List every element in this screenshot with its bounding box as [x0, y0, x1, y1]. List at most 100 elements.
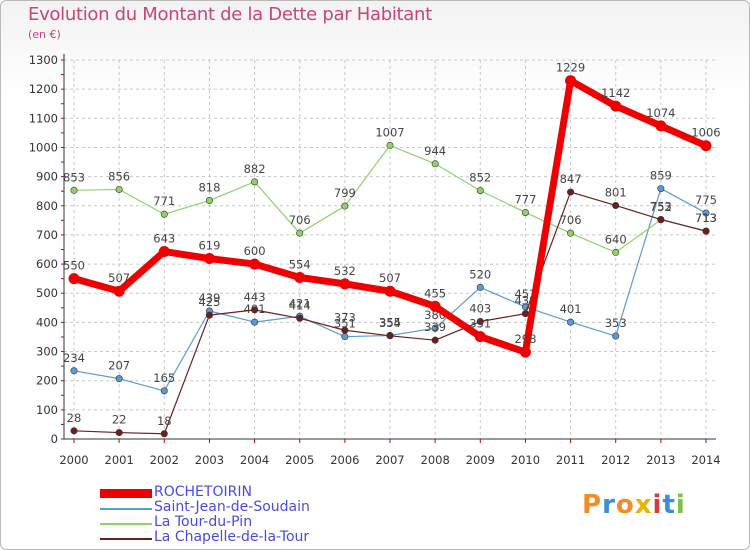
proxiti-logo: Proxiti — [582, 490, 686, 520]
data-label: 354 — [379, 316, 401, 330]
data-label: 165 — [153, 371, 175, 385]
legend-label: La Tour-du-Pin — [154, 514, 253, 530]
y-tick-label: 200 — [36, 374, 58, 388]
data-label: 713 — [695, 211, 717, 225]
data-label: 507 — [379, 271, 401, 285]
data-label: 771 — [153, 194, 175, 208]
logo-letter: t — [662, 490, 676, 520]
data-label: 403 — [469, 302, 491, 316]
chart-legend: ROCHETOIRIN Saint-Jean-de-Soudain La Tou… — [100, 484, 360, 547]
data-point — [205, 311, 213, 319]
data-label: 298 — [514, 332, 536, 346]
data-point — [521, 310, 529, 318]
data-label: 799 — [334, 186, 356, 200]
legend-label: ROCHETOIRIN — [154, 484, 252, 500]
y-tick-label: 1300 — [29, 53, 58, 67]
logo-letter: x — [634, 490, 653, 520]
data-label: 643 — [153, 232, 175, 246]
data-point — [160, 387, 168, 395]
data-label: 532 — [334, 264, 356, 278]
data-point — [160, 430, 168, 438]
y-tick-label: 100 — [36, 403, 58, 417]
data-label: 18 — [157, 414, 172, 428]
data-point — [431, 160, 439, 168]
data-label: 443 — [244, 290, 266, 304]
data-label: 353 — [605, 316, 627, 330]
data-label: 351 — [334, 317, 356, 331]
logo-letter: o — [615, 490, 635, 520]
data-label: 752 — [650, 200, 672, 214]
data-point — [700, 140, 712, 152]
data-label: 847 — [560, 172, 582, 186]
data-label: 507 — [108, 271, 130, 285]
legend-item[interactable]: La Chapelle-de-la-Tour — [100, 529, 360, 547]
data-point — [610, 100, 622, 112]
data-label: 373 — [334, 310, 356, 324]
data-label: 619 — [198, 239, 220, 253]
chart-title: Evolution du Montant de la Dette par Hab… — [28, 4, 432, 25]
data-point — [519, 346, 531, 358]
y-tick-label: 800 — [36, 199, 58, 213]
data-label: 944 — [424, 144, 446, 158]
data-point — [251, 318, 259, 326]
legend-item[interactable]: ROCHETOIRIN — [100, 484, 360, 502]
legend-item[interactable]: La Tour-du-Pin — [100, 514, 360, 532]
data-point — [205, 197, 213, 205]
data-label: 818 — [198, 181, 220, 195]
y-tick-label: 900 — [36, 170, 58, 184]
data-label: 859 — [650, 169, 672, 183]
x-tick-label: 2014 — [691, 453, 720, 467]
data-label: 421 — [289, 296, 311, 310]
data-label: 775 — [695, 193, 717, 207]
data-point — [565, 75, 577, 87]
data-label: 355 — [379, 316, 401, 330]
data-label: 1074 — [646, 106, 675, 120]
data-label: 1142 — [601, 86, 630, 100]
data-point — [657, 185, 665, 193]
data-label: 439 — [198, 291, 220, 305]
x-tick-label: 2011 — [556, 453, 585, 467]
data-point — [384, 285, 396, 297]
data-label: 520 — [469, 267, 491, 281]
data-label: 640 — [605, 232, 627, 246]
x-tick-label: 2005 — [285, 453, 314, 467]
data-point — [476, 318, 484, 326]
data-label: 801 — [605, 185, 627, 199]
data-label: 414 — [289, 298, 311, 312]
x-tick-label: 2004 — [240, 453, 269, 467]
data-label: 777 — [514, 192, 536, 206]
logo-letter: P — [582, 490, 603, 520]
data-point — [249, 258, 261, 270]
data-point — [386, 332, 394, 340]
data-point — [431, 324, 439, 332]
data-point — [113, 285, 125, 297]
data-point — [115, 429, 123, 437]
x-tick-label: 2003 — [195, 453, 224, 467]
legend-swatch — [100, 508, 152, 510]
x-tick-label: 2010 — [511, 453, 540, 467]
data-label: 753 — [650, 199, 672, 213]
data-label: 706 — [560, 213, 582, 227]
data-point — [68, 273, 80, 285]
x-tick-label: 2009 — [466, 453, 495, 467]
data-point — [476, 187, 484, 195]
data-label: 882 — [244, 162, 266, 176]
logo-letter: i — [652, 490, 663, 520]
data-label: 600 — [244, 244, 266, 258]
x-tick-label: 2013 — [646, 453, 675, 467]
data-label: 1229 — [556, 61, 585, 75]
data-point — [567, 318, 575, 326]
data-point — [429, 300, 441, 312]
data-point — [341, 202, 349, 210]
data-point — [296, 229, 304, 237]
data-point — [521, 208, 529, 216]
y-tick-label: 500 — [36, 286, 58, 300]
legend-swatch — [100, 538, 152, 540]
data-point — [339, 278, 351, 290]
data-point — [296, 314, 304, 322]
data-point — [474, 331, 486, 343]
legend-item[interactable]: Saint-Jean-de-Soudain — [100, 499, 360, 517]
y-tick-label: 1100 — [29, 111, 58, 125]
